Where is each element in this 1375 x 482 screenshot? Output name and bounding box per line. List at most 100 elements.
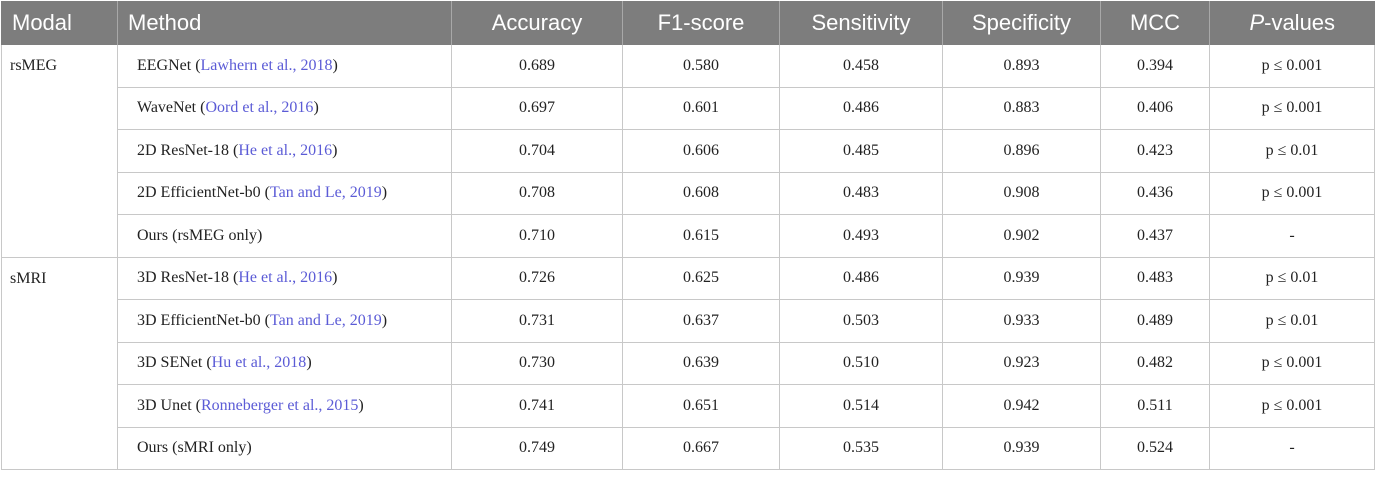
cell-sensitivity: 0.485	[779, 129, 943, 173]
cell-specificity: 0.896	[942, 129, 1101, 173]
method-name: WaveNet	[137, 99, 197, 117]
cell-specificity: 0.883	[942, 87, 1101, 130]
cell-specificity: 0.908	[942, 172, 1101, 215]
cell-method: EEGNet (Lawhern et al., 2018)	[117, 45, 452, 88]
citation-link[interactable]: Tan and Le, 2019	[270, 184, 382, 202]
cell-accuracy: 0.731	[451, 299, 623, 343]
method-name: Ours (sMRI only)	[137, 439, 252, 457]
cell-specificity: 0.933	[942, 299, 1101, 343]
cell-specificity: 0.923	[942, 342, 1101, 385]
cell-mcc: 0.423	[1100, 129, 1210, 173]
cell-p-value: p ≤ 0.01	[1209, 299, 1375, 343]
cell-method: 3D ResNet-18 (He et al., 2016)	[117, 256, 452, 300]
cell-mcc: 0.524	[1100, 427, 1210, 470]
citation-link[interactable]: He et al., 2016	[238, 269, 333, 287]
cell-f1-score: 0.615	[622, 214, 780, 258]
header-accuracy: Accuracy	[451, 1, 623, 45]
header-row: Modal Method Accuracy F1-score Sensitivi…	[1, 1, 1375, 45]
header-specificity: Specificity	[942, 1, 1101, 45]
method-name: Ours (rsMEG only)	[137, 226, 263, 244]
table-row: 3D Unet (Ronneberger et al., 2015) 0.741 0…	[2, 384, 1375, 428]
cell-modal: rsMEG	[1, 45, 118, 258]
cell-specificity: 0.902	[942, 214, 1101, 258]
cell-accuracy: 0.708	[451, 172, 623, 215]
cell-mcc: 0.394	[1100, 45, 1210, 88]
cell-method: Ours (rsMEG only)	[117, 214, 452, 258]
cell-sensitivity: 0.503	[779, 299, 943, 343]
table-row: WaveNet (Oord et al., 2016) 0.697 0.601 0.4…	[2, 87, 1375, 130]
cell-p-value: p ≤ 0.001	[1209, 342, 1375, 385]
cell-accuracy: 0.689	[451, 45, 623, 88]
method-name: EEGNet	[137, 56, 192, 74]
method-name: 2D ResNet-18	[137, 141, 229, 159]
cell-sensitivity: 0.486	[779, 256, 943, 300]
results-table: Modal Method Accuracy F1-score Sensitivi…	[1, 1, 1375, 470]
cell-accuracy: 0.704	[451, 129, 623, 173]
header-p-rest: -values	[1264, 10, 1336, 35]
citation-link[interactable]: Hu et al., 2018	[211, 354, 307, 372]
cell-accuracy: 0.741	[451, 384, 623, 428]
header-p-italic: P	[1249, 10, 1265, 35]
header-mcc: MCC	[1100, 1, 1210, 45]
cell-sensitivity: 0.458	[779, 45, 943, 88]
cell-accuracy: 0.697	[451, 87, 623, 130]
cell-mcc: 0.511	[1100, 384, 1210, 428]
cell-f1-score: 0.651	[622, 384, 780, 428]
cell-method: 2D EfficientNet-b0 (Tan and Le, 2019)	[117, 172, 452, 215]
table-row: 3D EfficientNet-b0 (Tan and Le, 2019) 0.7…	[2, 299, 1375, 343]
cell-mcc: 0.489	[1100, 299, 1210, 343]
citation-link[interactable]: Oord et al., 2016	[205, 99, 314, 117]
cell-specificity: 0.939	[942, 256, 1101, 300]
citation-link[interactable]: He et al., 2016	[238, 141, 333, 159]
citation-link[interactable]: Ronneberger et al., 2015	[200, 396, 359, 414]
cell-f1-score: 0.608	[622, 172, 780, 215]
cell-method: 3D EfficientNet-b0 (Tan and Le, 2019)	[117, 299, 452, 343]
cell-f1-score: 0.637	[622, 299, 780, 343]
cell-p-value: p ≤ 0.001	[1209, 172, 1375, 215]
cell-accuracy: 0.730	[451, 342, 623, 385]
cell-mcc: 0.406	[1100, 87, 1210, 130]
header-f1-score: F1-score	[622, 1, 780, 45]
cell-sensitivity: 0.493	[779, 214, 943, 258]
cell-f1-score: 0.606	[622, 129, 780, 173]
cell-p-value: p ≤ 0.01	[1209, 129, 1375, 173]
method-name: 3D ResNet-18	[137, 269, 229, 287]
table-row: 2D ResNet-18 (He et al., 2016) 0.704 0.606…	[2, 129, 1375, 173]
header-modal: Modal	[1, 1, 118, 45]
cell-sensitivity: 0.483	[779, 172, 943, 215]
citation-link[interactable]: Lawhern et al., 2018	[200, 56, 333, 74]
table-row: 2D EfficientNet-b0 (Tan and Le, 2019) 0.7…	[2, 172, 1375, 215]
cell-method: 3D SENet (Hu et al., 2018)	[117, 342, 452, 385]
cell-method: Ours (sMRI only)	[117, 427, 452, 470]
cell-accuracy: 0.726	[451, 256, 623, 300]
table-row: 3D SENet (Hu et al., 2018) 0.730 0.639 0.51…	[2, 342, 1375, 385]
cell-mcc: 0.482	[1100, 342, 1210, 385]
method-name: 3D SENet	[137, 354, 203, 372]
cell-sensitivity: 0.486	[779, 87, 943, 130]
cell-f1-score: 0.625	[622, 256, 780, 300]
cell-accuracy: 0.749	[451, 427, 623, 470]
cell-mcc: 0.436	[1100, 172, 1210, 215]
cell-p-value: -	[1209, 214, 1375, 258]
cell-accuracy: 0.710	[451, 214, 623, 258]
cell-method: 2D ResNet-18 (He et al., 2016)	[117, 129, 452, 173]
cell-modal: sMRI	[1, 256, 118, 470]
table-row: Ours (rsMEG only) 0.710 0.615 0.493 0.902 0.4…	[2, 214, 1375, 258]
table-row: Ours (sMRI only) 0.749 0.667 0.535 0.939 0.52…	[2, 427, 1375, 470]
table-row: sMRI 3D ResNet-18 (He et al., 2016) 0.726 0…	[1, 256, 1375, 470]
cell-f1-score: 0.667	[622, 427, 780, 470]
citation-link[interactable]: Tan and Le, 2019	[270, 311, 382, 329]
header-sensitivity: Sensitivity	[779, 1, 943, 45]
cell-method: WaveNet (Oord et al., 2016)	[117, 87, 452, 130]
cell-p-value: p ≤ 0.001	[1209, 87, 1375, 130]
method-name: 2D EfficientNet-b0	[137, 184, 261, 202]
cell-f1-score: 0.580	[622, 45, 780, 88]
cell-mcc: 0.437	[1100, 214, 1210, 258]
cell-p-value: p ≤ 0.001	[1209, 45, 1375, 88]
cell-sensitivity: 0.535	[779, 427, 943, 470]
cell-method: 3D Unet (Ronneberger et al., 2015)	[117, 384, 452, 428]
cell-sensitivity: 0.514	[779, 384, 943, 428]
header-p-values: P-values	[1209, 1, 1375, 45]
cell-p-value: -	[1209, 427, 1375, 470]
header-method: Method	[117, 1, 452, 45]
